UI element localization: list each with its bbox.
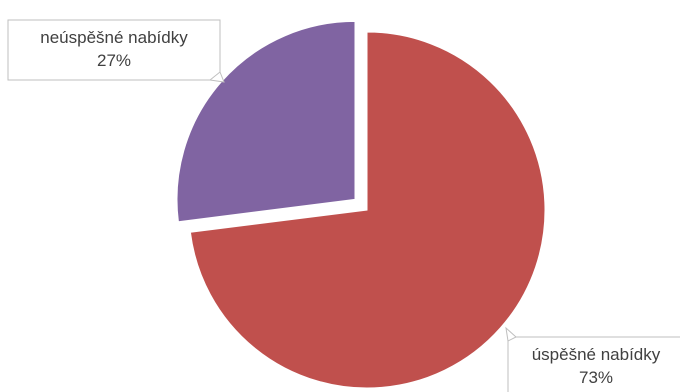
pie-slice-0 xyxy=(189,31,546,389)
data-label-0: úspěšné nabídky 73% xyxy=(505,326,680,392)
data-label-callouts: úspěšné nabídky 73% neúspěšné nabídky 27% xyxy=(7,19,680,392)
data-label-category-1: neúspěšné nabídky xyxy=(40,28,188,47)
data-label-percent-1: 27% xyxy=(97,51,131,70)
data-label-category-0: úspěšné nabídky xyxy=(532,345,661,364)
data-label-percent-0: 73% xyxy=(579,368,613,387)
data-label-1: neúspěšné nabídky 27% xyxy=(7,19,225,83)
data-label-box-0 xyxy=(507,336,680,392)
data-label-pointer-1 xyxy=(208,71,225,83)
pie-slices xyxy=(176,20,546,389)
data-label-pointer-0 xyxy=(505,326,517,342)
data-label-box-1 xyxy=(7,19,221,81)
